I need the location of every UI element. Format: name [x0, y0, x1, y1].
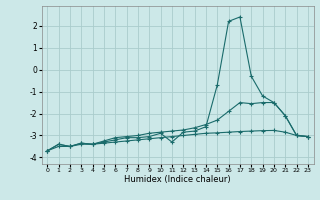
- X-axis label: Humidex (Indice chaleur): Humidex (Indice chaleur): [124, 175, 231, 184]
